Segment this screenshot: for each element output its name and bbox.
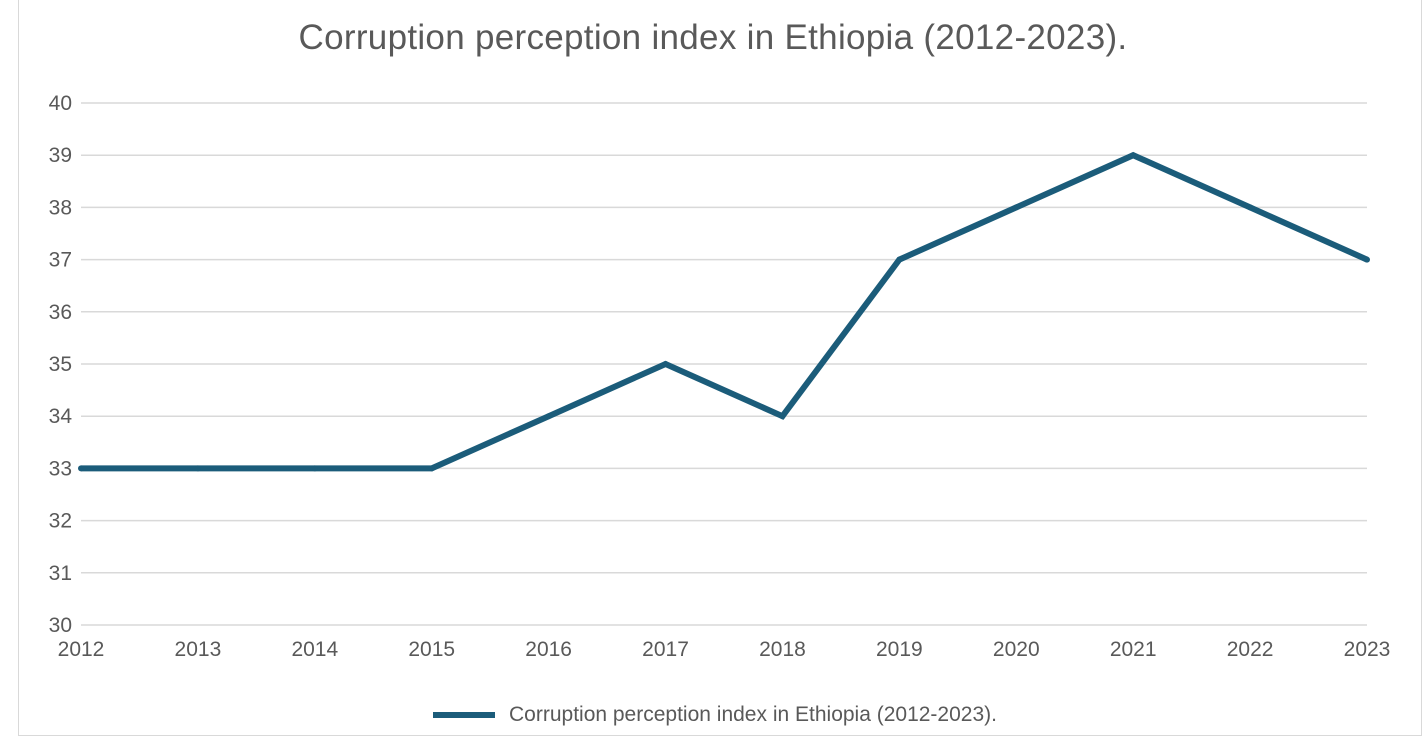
chart-title: Corruption perception index in Ethiopia …: [298, 18, 1128, 57]
x-tick-label: 2012: [58, 638, 105, 661]
data-point-2020: [1013, 204, 1020, 211]
y-tick-label: 33: [49, 457, 72, 480]
y-tick-label: 40: [49, 92, 72, 115]
x-tick-label: 2019: [876, 638, 923, 661]
data-point-2017: [662, 361, 669, 367]
x-axis-ticks: 2012 2013 2014 2015 2016 2017 2018 2019 2020 2021…: [58, 638, 1391, 661]
y-tick-label: 36: [49, 301, 72, 324]
y-tick-label: 39: [49, 144, 72, 167]
data-point-2014: [311, 465, 318, 472]
x-tick-label: 2013: [175, 638, 222, 661]
y-axis-ticks: 30 31 32 33 34 35 36 37 38 39 40: [49, 92, 73, 637]
x-tick-label: 2016: [525, 638, 572, 661]
legend-label: Corruption perception index in Ethiopia …: [509, 703, 997, 726]
y-tick-label: 35: [49, 353, 72, 376]
x-tick-label: 2015: [408, 638, 455, 661]
y-tick-label: 37: [49, 249, 72, 272]
y-tick-label: 38: [49, 196, 72, 219]
y-tick-label: 31: [49, 562, 72, 585]
x-tick-label: 2020: [993, 638, 1040, 661]
y-tick-label: 32: [49, 510, 72, 533]
x-tick-label: 2014: [291, 638, 338, 661]
data-point-2023: [1364, 256, 1370, 263]
y-tick-label: 30: [49, 614, 72, 637]
gridlines: [81, 102, 1367, 626]
data-point-2022: [1247, 204, 1254, 211]
data-point-2016: [545, 413, 552, 420]
data-point-2021: [1130, 152, 1137, 159]
legend-swatch: [433, 712, 495, 718]
legend: Corruption perception index in Ethiopia …: [0, 700, 1426, 730]
chart-frame: [18, 0, 1422, 736]
series-line-0: [81, 151, 1369, 472]
data-point-2018: [779, 413, 786, 420]
x-tick-label: 2022: [1227, 638, 1274, 661]
series-layer: [78, 151, 1370, 472]
x-tick-label: 2018: [759, 638, 806, 661]
x-tick-label: 2023: [1344, 638, 1391, 661]
data-point-2019: [896, 256, 903, 263]
x-tick-label: 2021: [1110, 638, 1157, 661]
y-tick-label: 34: [49, 405, 73, 428]
x-tick-label: 2017: [642, 638, 689, 661]
data-point-2013: [194, 465, 201, 472]
data-point-2015: [428, 465, 435, 472]
data-point-2012: [78, 465, 84, 472]
